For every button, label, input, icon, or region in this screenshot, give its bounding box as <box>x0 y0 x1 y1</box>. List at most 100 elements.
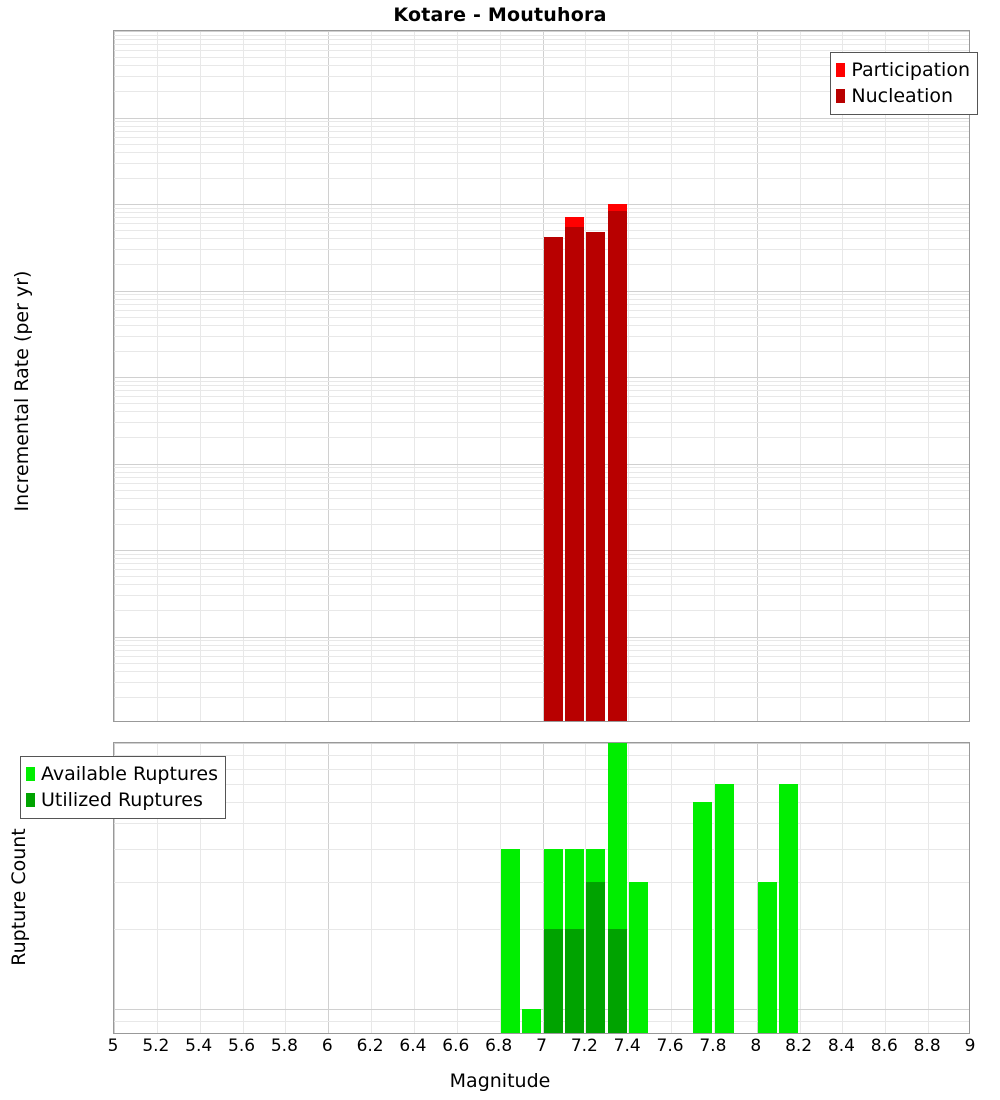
gridline-vertical <box>756 743 758 1033</box>
legend-label: Utilized Ruptures <box>41 788 203 811</box>
gridline-horizontal <box>114 34 969 36</box>
bar-available-ruptures <box>757 882 777 1033</box>
gridline-vertical <box>713 743 715 1033</box>
gridline-horizontal <box>114 576 969 578</box>
gridline-horizontal <box>114 91 969 93</box>
gridline-horizontal <box>114 324 969 326</box>
gridline-horizontal <box>114 482 969 484</box>
gridline-horizontal <box>114 403 969 405</box>
gridline-vertical <box>371 31 373 721</box>
gridline-horizontal <box>114 471 969 473</box>
legend-item: Participation <box>836 57 970 83</box>
gridline-horizontal <box>114 681 969 683</box>
gridline-vertical <box>114 31 115 721</box>
x-axis-tick-label: 8.8 <box>913 1036 941 1056</box>
gridline-horizontal <box>114 316 969 318</box>
gridline-horizontal <box>114 411 969 413</box>
gridline-vertical <box>456 31 458 721</box>
gridline-vertical <box>885 743 887 1033</box>
gridline-vertical <box>885 31 887 721</box>
gridline-vertical <box>585 31 587 721</box>
legend-swatch-icon <box>836 63 846 77</box>
gridline-vertical <box>199 743 201 1033</box>
gridline-horizontal <box>114 298 969 300</box>
gridline-horizontal <box>114 437 969 439</box>
gridline-vertical <box>371 743 373 1033</box>
x-axis-tick-label: 7.6 <box>656 1036 684 1056</box>
gridline-horizontal <box>114 136 969 138</box>
bar-nucleation <box>586 232 606 721</box>
x-axis-tick-label: 5.8 <box>270 1036 298 1056</box>
x-axis-tick-label: 5.6 <box>228 1036 256 1056</box>
gridline-horizontal <box>114 335 969 337</box>
gridline-horizontal <box>114 768 969 770</box>
legend-item: Nucleation <box>836 83 970 109</box>
gridline-horizontal <box>114 76 969 78</box>
gridline-horizontal <box>114 39 969 41</box>
gridline-vertical <box>242 743 244 1033</box>
gridline-vertical <box>928 31 930 721</box>
gridline-vertical <box>199 31 201 721</box>
bar-nucleation <box>564 227 584 721</box>
gridline-vertical <box>456 743 458 1033</box>
x-axis-tick-label: 9 <box>964 1036 976 1056</box>
gridline-horizontal <box>114 696 969 698</box>
gridline-horizontal <box>114 636 969 638</box>
gridline-horizontal <box>114 380 969 382</box>
gridline-vertical <box>756 31 758 721</box>
gridline-horizontal <box>114 662 969 664</box>
bar-utilized-ruptures <box>607 929 627 1033</box>
gridline-horizontal <box>114 422 969 424</box>
x-axis-tick-label: 6.8 <box>485 1036 513 1056</box>
gridline-horizontal <box>114 569 969 571</box>
bar-utilized-ruptures <box>586 882 606 1033</box>
gridline-vertical <box>628 31 630 721</box>
gridline-horizontal <box>114 467 969 469</box>
gridline-vertical <box>413 743 415 1033</box>
gridline-horizontal <box>114 640 969 642</box>
legend-swatch-icon <box>836 89 846 103</box>
gridline-vertical <box>499 31 501 721</box>
gridline-vertical <box>114 743 115 1033</box>
gridline-horizontal <box>114 670 969 672</box>
x-axis-tick-label: 7.2 <box>570 1036 598 1056</box>
gridline-vertical <box>842 31 844 721</box>
gridline-horizontal <box>114 212 969 214</box>
x-axis-tick-label: 5.2 <box>142 1036 170 1056</box>
bar-available-ruptures <box>500 848 520 1033</box>
gridline-horizontal <box>114 309 969 311</box>
gridline-vertical <box>413 31 415 721</box>
gridline-vertical <box>928 743 930 1033</box>
gridline-vertical <box>542 743 544 1033</box>
gridline-vertical <box>285 31 287 721</box>
gridline-horizontal <box>114 610 969 612</box>
gridline-horizontal <box>114 264 969 266</box>
rupture-count-plot-area <box>113 742 970 1034</box>
x-axis-tick-label: 5 <box>107 1036 119 1056</box>
gridline-vertical <box>242 31 244 721</box>
x-axis-tick-label: 7.4 <box>613 1036 641 1056</box>
gridline-horizontal <box>114 489 969 491</box>
gridline-horizontal <box>114 65 969 67</box>
gridline-horizontal <box>114 1009 969 1011</box>
bar-utilized-ruptures <box>543 929 563 1033</box>
gridline-vertical <box>799 743 801 1033</box>
x-axis-tick-label: 8.6 <box>870 1036 898 1056</box>
gridline-vertical <box>799 31 801 721</box>
gridline-vertical <box>585 743 587 1033</box>
gridline-horizontal <box>114 476 969 478</box>
legend-swatch-icon <box>26 793 35 807</box>
gridline-horizontal <box>114 130 969 132</box>
legend-item: Available Ruptures <box>26 761 218 787</box>
x-axis-tick-label: 6.2 <box>356 1036 384 1056</box>
gridline-horizontal <box>114 162 969 164</box>
gridline-horizontal <box>114 463 969 465</box>
gridline-vertical <box>671 743 673 1033</box>
gridline-horizontal <box>114 207 969 209</box>
gridline-horizontal <box>114 743 969 744</box>
x-axis-tick-label: 7 <box>536 1036 547 1056</box>
gridline-vertical <box>156 31 158 721</box>
gridline-horizontal <box>114 151 969 153</box>
gridline-horizontal <box>114 177 969 179</box>
